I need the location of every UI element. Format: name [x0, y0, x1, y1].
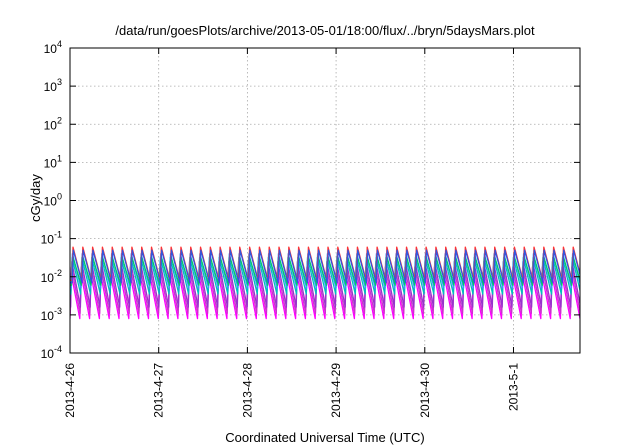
- x-tick-label: 2013-4-30: [418, 363, 432, 418]
- y-tick-label: 10-4: [41, 344, 62, 361]
- x-tick-label: 2013-4-29: [329, 363, 343, 418]
- x-axis-label: Coordinated Universal Time (UTC): [225, 430, 424, 445]
- x-tick-label: 2013-4-28: [240, 363, 254, 418]
- y-tick-label: 100: [44, 192, 62, 209]
- y-tick-label: 101: [44, 153, 62, 170]
- series-line: [70, 249, 580, 284]
- y-tick-label: 10-3: [41, 306, 62, 323]
- y-axis-label: cGy/day: [28, 174, 43, 222]
- x-tick-label: 2013-4-26: [63, 363, 77, 418]
- y-tick-label: 103: [44, 77, 62, 94]
- y-tick-label: 102: [44, 115, 62, 132]
- data-series: [70, 246, 580, 320]
- y-tick-label: 10-2: [41, 268, 62, 285]
- y-tick-label: 104: [44, 39, 62, 56]
- chart-title: /data/run/goesPlots/archive/2013-05-01/1…: [115, 23, 535, 38]
- x-axis: 2013-4-26 2013-4-27 2013-4-28 2013-4-29 2013…: [63, 48, 520, 418]
- y-tick-label: 10-1: [41, 230, 62, 247]
- x-tick-label: 2013-4-27: [152, 363, 166, 418]
- x-tick-label: 2013-5-1: [506, 363, 520, 411]
- y-axis: 10-4 10-3 10-2 10-1 100 101 102 103 104: [41, 39, 580, 361]
